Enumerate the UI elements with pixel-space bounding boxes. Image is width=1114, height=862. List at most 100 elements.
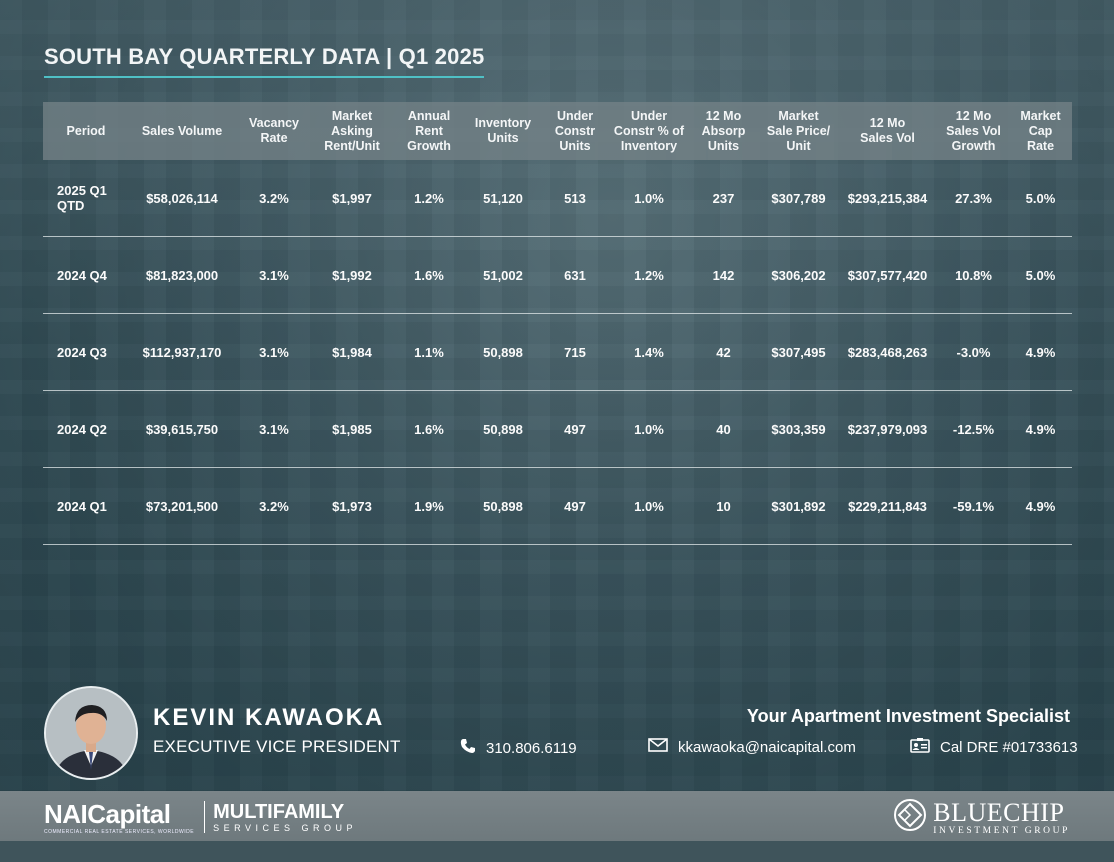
table-cell: 1.4% bbox=[634, 344, 664, 360]
column-header: Market Asking Rent/Unit bbox=[313, 109, 391, 154]
period-line: 2024 Q4 bbox=[57, 267, 107, 283]
column-header-line: 12 Mo bbox=[955, 108, 992, 123]
agent-title: EXECUTIVE VICE PRESIDENT bbox=[153, 737, 401, 756]
nai-logo-tagline: COMMERCIAL REAL ESTATE SERVICES, WORLDWI… bbox=[44, 829, 195, 835]
table-cell: 1.2% bbox=[634, 267, 664, 283]
column-header-line: Unit bbox=[786, 138, 811, 153]
column-header: Market Cap Rate bbox=[1009, 109, 1072, 154]
table-cell: 4.9% bbox=[1025, 498, 1056, 514]
table-header: Period Sales Volume Vacancy Rate Market Askin… bbox=[43, 102, 1072, 160]
column-header: Sales Volume bbox=[129, 124, 235, 139]
column-header-line: Period bbox=[66, 123, 106, 138]
phone-icon bbox=[460, 738, 476, 758]
table-cell: $237,979,093 bbox=[847, 421, 928, 437]
footer-bar: NAICapital COMMERCIAL REAL ESTATE SERVIC… bbox=[0, 791, 1114, 841]
column-header-line: Market bbox=[1020, 108, 1061, 123]
column-header: Inventory Units bbox=[467, 116, 539, 146]
column-header: Under Constr Units bbox=[539, 109, 611, 154]
column-header-line: Under bbox=[556, 108, 594, 123]
phone-number[interactable]: 310.806.6119 bbox=[486, 739, 577, 757]
period-cell: 2024 Q4 bbox=[43, 268, 129, 283]
table-cell: 4.9% bbox=[1025, 344, 1056, 360]
agent-name: KEVIN KAWAOKA bbox=[153, 704, 385, 731]
table-cell: $1,973 bbox=[332, 498, 372, 514]
table-cell: 50,898 bbox=[483, 344, 523, 360]
table-cell: 3.2% bbox=[259, 498, 289, 514]
column-header: Vacancy Rate bbox=[235, 116, 313, 146]
bluechip-logo-text: BLUECHIP bbox=[933, 797, 1065, 827]
column-header-line: Inventory bbox=[474, 116, 532, 130]
license-contact: Cal DRE #01733613 bbox=[910, 738, 1078, 757]
table-cell: $307,577,420 bbox=[847, 267, 928, 283]
column-header-line: Units bbox=[487, 131, 519, 145]
column-header-line: Annual bbox=[407, 108, 451, 123]
column-header: Period bbox=[43, 124, 129, 139]
column-header-line: Units bbox=[559, 138, 591, 153]
table-cell: $301,892 bbox=[771, 498, 826, 514]
table-cell: $1,985 bbox=[332, 421, 372, 437]
table-cell: 51,120 bbox=[483, 190, 523, 206]
column-header-line: 12 Mo bbox=[869, 116, 906, 130]
table-cell: -3.0% bbox=[956, 344, 991, 360]
logo-divider bbox=[204, 801, 206, 833]
period-line: 2025 Q1 bbox=[57, 183, 107, 198]
column-header-line: Market bbox=[331, 108, 373, 123]
period-line: QTD bbox=[57, 198, 85, 213]
period-line: 2024 Q2 bbox=[57, 421, 107, 437]
table-cell: 10 bbox=[716, 498, 731, 514]
email-contact[interactable]: kkawaoka@naicapital.com bbox=[648, 738, 856, 756]
table-cell: 513 bbox=[564, 190, 586, 206]
table-cell: 715 bbox=[564, 344, 586, 360]
period-cell: 2025 Q1 QTD bbox=[43, 183, 129, 213]
table-cell: 40 bbox=[716, 421, 731, 437]
table-cell: 51,002 bbox=[483, 267, 523, 283]
table-cell: $306,202 bbox=[771, 267, 826, 283]
table-row: 2024 Q1 $73,201,500 3.2% $1,973 1.9% 50,898 49… bbox=[43, 468, 1072, 545]
table-cell: 3.2% bbox=[259, 190, 289, 206]
table-cell: 237 bbox=[712, 190, 735, 206]
column-header: 12 Mo Sales Vol Growth bbox=[938, 109, 1009, 154]
column-header-line: Sales Vol bbox=[860, 131, 915, 145]
phone-contact[interactable]: 310.806.6119 bbox=[460, 738, 577, 758]
table-cell: $73,201,500 bbox=[145, 498, 219, 514]
table-cell: 1.6% bbox=[414, 421, 444, 437]
quarterly-data-table: Period Sales Volume Vacancy Rate Market Askin… bbox=[43, 102, 1072, 545]
table-body: 2025 Q1 QTD $58,026,114 3.2% $1,997 1.2% 51,12… bbox=[43, 160, 1072, 545]
license-number: Cal DRE #01733613 bbox=[940, 739, 1078, 756]
bluechip-logo: BLUECHIP INVESTMENT GROUP bbox=[893, 798, 1070, 837]
table-cell: 142 bbox=[712, 267, 735, 283]
column-header-line: Rent bbox=[415, 123, 443, 138]
table-cell: 1.2% bbox=[414, 190, 444, 206]
table-cell: $1,997 bbox=[332, 190, 372, 206]
column-header-line: Growth bbox=[407, 138, 451, 153]
table-cell: 497 bbox=[564, 421, 586, 437]
table-cell: $112,937,170 bbox=[142, 344, 222, 360]
table-cell: $39,615,750 bbox=[145, 421, 219, 437]
column-header-line: Under bbox=[630, 108, 668, 123]
column-header-line: Rent/Unit bbox=[324, 138, 380, 153]
table-cell: 50,898 bbox=[483, 498, 523, 514]
table-cell: $307,789 bbox=[771, 190, 826, 206]
column-header-line: Sales Vol bbox=[946, 123, 1001, 138]
table-cell: 42 bbox=[716, 344, 731, 360]
column-header-line: Sale Price/ bbox=[766, 123, 831, 138]
column-header: Under Constr % of Inventory bbox=[611, 109, 687, 154]
agent-tagline: Your Apartment Investment Specialist bbox=[746, 706, 1070, 726]
envelope-icon bbox=[648, 738, 668, 756]
table-row: 2025 Q1 QTD $58,026,114 3.2% $1,997 1.2% 51,12… bbox=[43, 160, 1072, 237]
bluechip-logo-sub: INVESTMENT GROUP bbox=[933, 825, 1070, 836]
column-header: Annual Rent Growth bbox=[391, 109, 467, 154]
table-cell: 50,898 bbox=[483, 421, 523, 437]
period-cell: 2024 Q3 bbox=[43, 345, 129, 360]
table-cell: $283,468,263 bbox=[847, 344, 928, 360]
avatar bbox=[44, 686, 138, 780]
table-cell: $1,992 bbox=[332, 267, 372, 283]
period-line: 2024 Q3 bbox=[57, 344, 107, 360]
table-cell: $307,495 bbox=[771, 344, 826, 360]
table-cell: $1,984 bbox=[332, 344, 372, 360]
column-header: 12 Mo Sales Vol bbox=[837, 116, 938, 146]
diamond-chip-icon bbox=[893, 798, 927, 837]
footer-bottom-band bbox=[0, 841, 1114, 862]
email-address[interactable]: kkawaoka@naicapital.com bbox=[678, 738, 856, 756]
table-cell: 1.0% bbox=[634, 421, 664, 437]
